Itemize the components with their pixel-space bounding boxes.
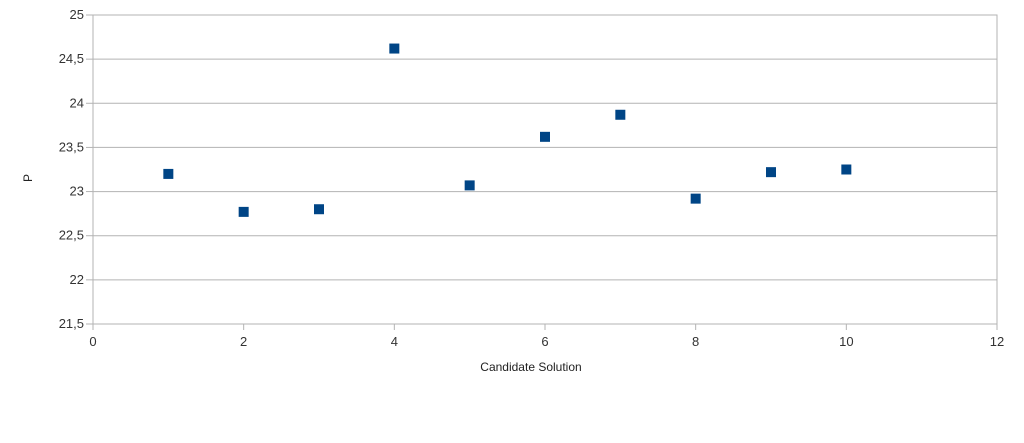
data-point [389,43,400,54]
y-tick-label: 21,5 [59,316,84,331]
y-tick-label: 25 [70,7,84,22]
y-tick-label: 23,5 [59,139,84,154]
y-tick-label: 24,5 [59,51,84,66]
data-point [314,204,324,215]
y-axis-ticks: 21,5 22 22,5 23 23,5 24 24,5 25 [59,7,93,331]
x-tick-label: 10 [839,334,853,349]
x-axis-title: Candidate Solution [480,360,581,374]
data-points [163,43,852,217]
data-point [464,180,475,191]
y-tick-label: 22 [70,272,84,287]
data-point [690,193,701,204]
x-tick-label: 2 [240,334,247,349]
data-point [841,164,852,175]
data-point [540,131,550,142]
y-tick-label: 22,5 [59,228,84,243]
x-tick-label: 6 [541,334,548,349]
plot-area-frame [92,14,998,325]
x-tick-label: 8 [692,334,699,349]
y-tick-label: 24 [70,95,84,110]
data-point [163,168,174,179]
y-tick-label: 23 [70,184,84,199]
data-point [766,167,776,178]
x-axis-ticks: 0 2 4 6 8 10 12 [89,324,1004,349]
gridlines [93,14,997,325]
x-tick-label: 0 [89,334,96,349]
data-point [615,109,626,120]
x-tick-label: 4 [391,334,398,349]
y-axis-title: P [21,174,35,182]
data-point [238,206,249,217]
x-tick-label: 12 [990,334,1004,349]
